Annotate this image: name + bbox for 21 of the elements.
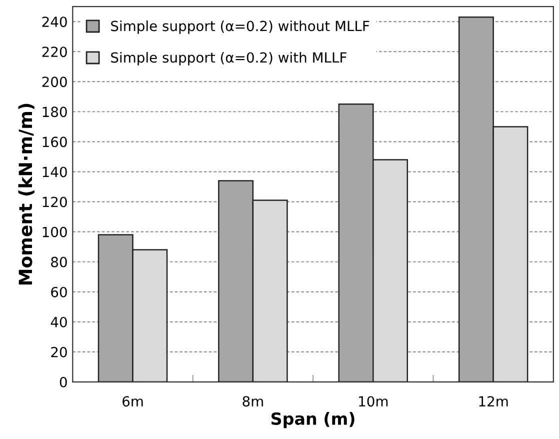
y-tick-label: 180 [42,106,67,118]
y-tick-label: 80 [51,256,67,268]
y-tick-label: 120 [42,196,67,208]
x-tick-label: 8m [242,396,263,407]
y-tick-label: 0 [60,376,67,388]
y-tick-label: 140 [42,166,67,178]
x-tick-label: 12m [479,396,508,406]
x-axis-title: Span (m) [272,412,354,428]
y-tick-label: 200 [42,76,67,88]
y-tick-label: 20 [51,346,67,358]
legend-label: Simple support (α=0.2) with MLLF [111,52,346,66]
y-tick-label: 240 [42,16,67,28]
y-tick-label: 160 [42,136,67,148]
y-tick-label: 100 [42,226,67,238]
x-tick-label: 6m [122,396,143,407]
legend-label: Simple support (α=0.2) without MLLF [111,20,370,34]
y-tick-label: 60 [51,286,67,298]
y-tick-label: 40 [50,316,67,328]
y-axis-title: Moment (kN·m/m) [18,104,34,285]
y-tick-label: 220 [42,46,67,58]
x-tick-label: 10m [359,396,388,407]
